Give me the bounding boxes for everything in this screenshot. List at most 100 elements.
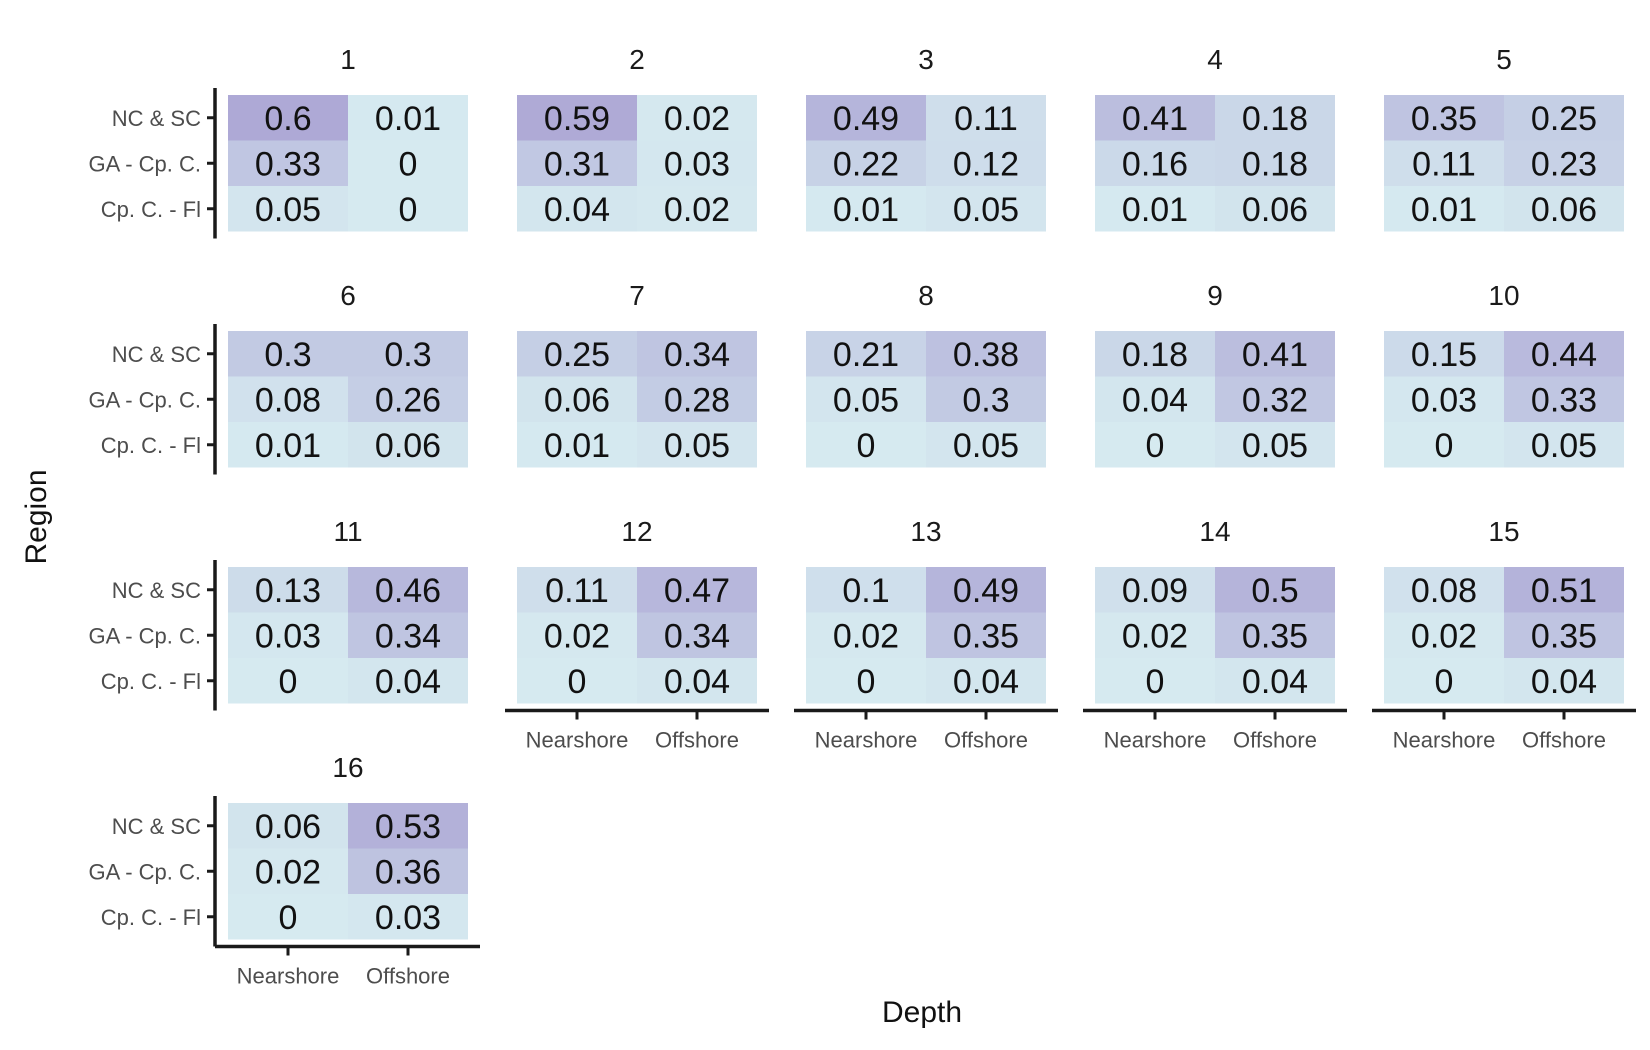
x-tick-label: Nearshore (237, 964, 340, 989)
cell-value-label: 0.11 (1412, 145, 1476, 183)
heatmap-cell (1095, 376, 1215, 422)
cell-value-label: 0 (399, 145, 418, 183)
heatmap-cell (806, 567, 926, 613)
cell-value-label: 0.05 (953, 191, 1019, 229)
heatmap-cell (1504, 422, 1624, 468)
heatmap-cell (926, 95, 1046, 141)
cell-value-label: 0.05 (255, 191, 321, 229)
cell-value-label: 0.25 (1531, 100, 1597, 138)
cell-value-label: 0.34 (664, 617, 730, 655)
cell-value-label: 0.3 (384, 336, 431, 374)
heatmap-cell (1504, 612, 1624, 658)
heatmap-cell (1095, 567, 1215, 613)
facet-panel: 14 0.09 0.5 0.02 0.35 0 0.04 Nearshore Offshore (1083, 516, 1347, 753)
cell-value-label: 0.01 (1411, 191, 1477, 229)
facet-title: 12 (621, 516, 652, 547)
cell-value-label: 0.5 (1251, 572, 1298, 610)
facet-title: 8 (918, 280, 934, 311)
cell-value-label: 0.04 (1122, 381, 1188, 419)
heatmap-cell (1095, 331, 1215, 377)
cell-value-label: 0.06 (375, 427, 441, 465)
heatmap-cell (1504, 95, 1624, 141)
facet-panel: 7 0.25 0.34 0.06 0.28 0.01 0.05 (517, 280, 757, 468)
cell-value-label: 0.15 (1411, 336, 1477, 374)
heatmap-cell (348, 376, 468, 422)
facet-title: 13 (910, 516, 941, 547)
heatmap-cell (926, 658, 1046, 704)
cell-value-label: 0.3 (962, 381, 1009, 419)
facet-panel: 8 0.21 0.38 0.05 0.3 0 0.05 (806, 280, 1046, 468)
heatmap-cell (637, 140, 757, 186)
heatmap-cell (1384, 422, 1504, 468)
x-tick-label: Offshore (944, 728, 1028, 753)
cell-value-label: 0 (568, 663, 587, 701)
heatmap-cell (517, 331, 637, 377)
cell-value-label: 0.05 (1242, 427, 1308, 465)
cell-value-label: 0.08 (255, 381, 321, 419)
cell-value-label: 0.01 (375, 100, 441, 138)
facet-panel: 10 0.15 0.44 0.03 0.33 0 0.05 (1384, 280, 1624, 468)
cell-value-label: 0.21 (833, 336, 899, 374)
cell-value-label: 0.01 (255, 427, 321, 465)
cell-value-label: 0.33 (1531, 381, 1597, 419)
heatmap-cell (1215, 140, 1335, 186)
heatmap-cell (926, 186, 1046, 232)
heatmap-cell (806, 658, 926, 704)
facet-panel: 15 0.08 0.51 0.02 0.35 0 0.04 Nearshore Offshore (1372, 516, 1636, 753)
cell-value-label: 0.35 (1411, 100, 1477, 138)
heatmap-cell (1095, 95, 1215, 141)
heatmap-cell (517, 376, 637, 422)
heatmap-cell (228, 894, 348, 940)
heatmap-cell (517, 140, 637, 186)
cell-value-label: 0.02 (833, 617, 899, 655)
facet-panel: 4 0.41 0.18 0.16 0.18 0.01 0.06 (1095, 44, 1335, 232)
facet-title: 2 (629, 44, 645, 75)
cell-value-label: 0.02 (1122, 617, 1188, 655)
facet-panel: 13 0.1 0.49 0.02 0.35 0 0.04 Nearshore Offshore (794, 516, 1058, 753)
cell-value-label: 0.38 (953, 336, 1019, 374)
heatmap-cell (1215, 95, 1335, 141)
cell-value-label: 0.02 (544, 617, 610, 655)
heatmap-cell (1095, 140, 1215, 186)
facet-title: 16 (332, 752, 363, 783)
cell-value-label: 0.59 (544, 100, 610, 138)
cell-value-label: 0.02 (1411, 617, 1477, 655)
heatmap-cell (517, 567, 637, 613)
y-tick-label: NC & SC (112, 342, 201, 367)
cell-value-label: 0.33 (255, 145, 321, 183)
heatmap-cell (1384, 376, 1504, 422)
heatmap-cell (228, 186, 348, 232)
heatmap-cell (348, 658, 468, 704)
heatmap-cell (1504, 331, 1624, 377)
heatmap-cell (1384, 658, 1504, 704)
heatmap-cell (348, 894, 468, 940)
facet-panel: 3 0.49 0.11 0.22 0.12 0.01 0.05 (806, 44, 1046, 232)
facet-panel: 9 0.18 0.41 0.04 0.32 0 0.05 (1095, 280, 1335, 468)
cell-value-label: 0.23 (1531, 145, 1597, 183)
heatmap-cell (637, 331, 757, 377)
x-tick-label: Offshore (366, 964, 450, 989)
cell-value-label: 0.05 (833, 381, 899, 419)
heatmap-cell (348, 612, 468, 658)
cell-value-label: 0.06 (1242, 191, 1308, 229)
facet-title: 7 (629, 280, 645, 311)
y-tick-label: Cp. C. - Fl (101, 197, 201, 222)
cell-value-label: 0.47 (664, 572, 730, 610)
cell-value-label: 0.51 (1531, 572, 1597, 610)
heatmap-cell (806, 186, 926, 232)
cell-value-label: 0.31 (544, 145, 610, 183)
cell-value-label: 0.22 (833, 145, 899, 183)
cell-value-label: 0.3 (264, 336, 311, 374)
heatmap-cell (517, 186, 637, 232)
facet-title: 5 (1496, 44, 1512, 75)
heatmap-cell (1504, 567, 1624, 613)
heatmap-cell (1384, 331, 1504, 377)
cell-value-label: 0.05 (664, 427, 730, 465)
heatmap-cell (1215, 186, 1335, 232)
heatmap-cell (348, 848, 468, 894)
heatmap-cell (348, 422, 468, 468)
heatmap-cell (348, 331, 468, 377)
heatmap-cell (806, 612, 926, 658)
cell-value-label: 0.35 (1531, 617, 1597, 655)
